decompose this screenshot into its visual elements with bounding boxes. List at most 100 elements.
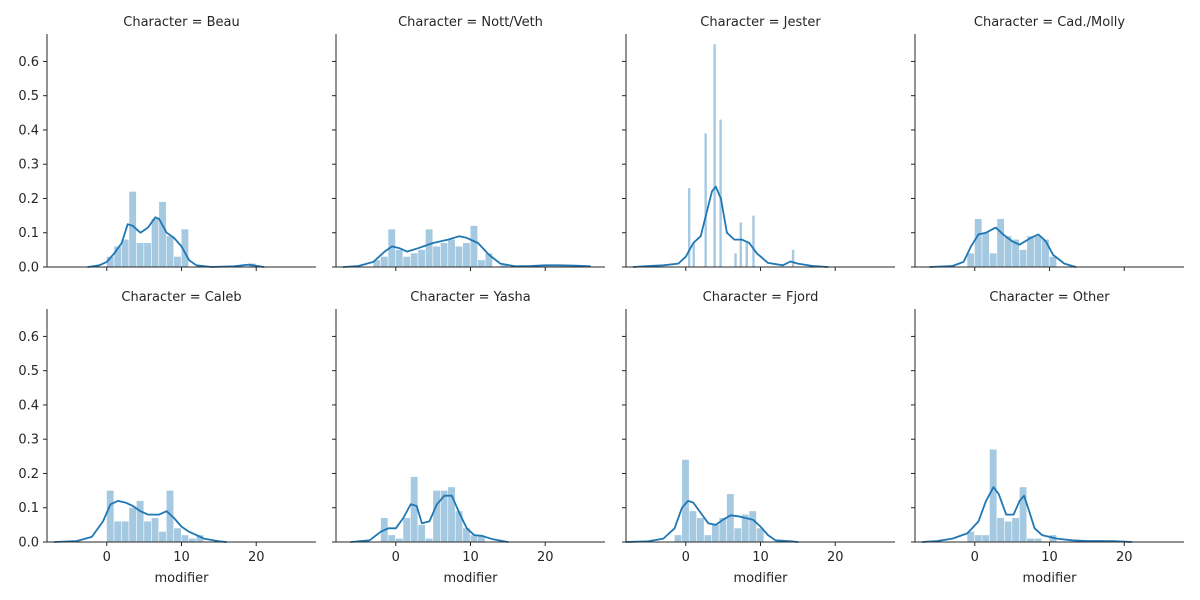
histogram-bar [982,535,990,542]
histogram-bar [726,494,734,542]
x-tick-label: 0 [103,550,111,565]
histogram-bar [151,219,159,267]
histogram-bar [713,44,716,267]
histogram-bar [752,215,755,267]
histogram-bar [739,222,742,267]
histogram-bar [1042,239,1049,267]
histogram-bar [756,528,764,542]
histogram-bar [734,528,742,542]
histogram-bar [982,232,990,267]
histogram-bar [734,253,737,267]
histogram-bar [448,239,455,267]
histogram-bar [440,243,448,267]
x-tick-label: 10 [752,550,769,565]
facet-title: Character = Yasha [410,290,530,305]
histogram-bar [989,449,997,542]
y-tick-label: 0.0 [18,536,39,551]
histogram-bar [1019,487,1027,542]
histogram-bar [106,490,114,542]
x-tick-label: 10 [462,550,479,565]
histogram-bar [136,500,144,542]
y-tick-label: 0.2 [18,467,39,482]
histogram-bar [719,518,727,542]
histogram-bar [1049,256,1057,267]
histogram-bar [1019,249,1027,267]
histogram-bar [704,133,707,267]
histogram-bar [997,219,1005,267]
facet-title: Character = Caleb [121,290,241,305]
x-axis-label: modifier [154,571,209,586]
kde-line [921,486,1133,543]
histogram-bar [974,219,982,267]
histogram-bar [418,524,426,542]
histogram-bar [997,518,1005,542]
histogram-bar [166,236,174,267]
histogram-bar [1027,538,1034,542]
kde-line [349,494,509,543]
histogram-bar [181,229,189,267]
histogram-bar [174,528,181,542]
histogram-bar [136,243,144,267]
histogram-bar [477,535,485,542]
x-axis-label: modifier [733,571,788,586]
histogram-bar [463,528,470,542]
histogram-bar [159,201,166,267]
histogram-bar [1027,236,1034,267]
histogram-bar [106,256,114,267]
x-axis-label: modifier [443,571,498,586]
kde-line [632,185,829,268]
histogram-bar [1034,538,1042,542]
histogram-bar [388,229,396,267]
histogram-bar [448,487,455,542]
histogram-bar [433,490,441,542]
histogram-bar [688,188,691,267]
histogram-bar [114,521,122,542]
histogram-bar [704,535,712,542]
histogram-bar [425,229,433,267]
histogram-bar [418,249,426,267]
facet-title: Character = Fjord [703,290,819,305]
histogram-bar [121,239,129,267]
y-tick-label: 0.2 [18,192,39,207]
x-tick-label: 20 [248,550,265,565]
histogram-bar [196,535,204,542]
histogram-bar [410,253,418,267]
histogram-bar [174,256,181,267]
x-tick-label: 0 [682,550,690,565]
histogram-bar [500,265,508,267]
y-tick-label: 0.6 [18,330,39,345]
histogram-bar [425,538,433,542]
y-tick-label: 0.1 [18,226,39,241]
kde-line [929,226,1077,268]
histogram-bar [166,490,174,542]
histogram-bar [749,511,757,542]
x-tick-label: 20 [827,550,844,565]
histogram-bar [689,511,697,542]
y-tick-label: 0.5 [18,364,39,379]
histogram-bar [967,253,975,267]
histogram-bar [719,119,722,267]
y-tick-label: 0.0 [18,261,39,276]
x-tick-label: 20 [1116,550,1133,565]
histogram-bar [129,507,137,542]
facet-title: Character = Jester [700,15,821,30]
facet-title: Character = Cad./Molly [974,15,1126,30]
x-tick-label: 20 [537,550,554,565]
histogram-bar [967,531,975,542]
histogram-bar [114,246,122,267]
histogram-bar [455,246,463,267]
histogram-bar [974,535,982,542]
histogram-bar [144,243,152,267]
histogram-bar [674,535,682,542]
histogram-bar [692,243,695,267]
histogram-bar [745,243,748,267]
histogram-bar [470,535,478,542]
histogram-bar [440,490,448,542]
histogram-bar [373,260,381,267]
histogram-bar [433,246,441,267]
histogram-bar [791,249,795,267]
histogram-bar [188,538,196,542]
histogram-bar [388,535,396,542]
y-tick-label: 0.4 [18,123,39,138]
